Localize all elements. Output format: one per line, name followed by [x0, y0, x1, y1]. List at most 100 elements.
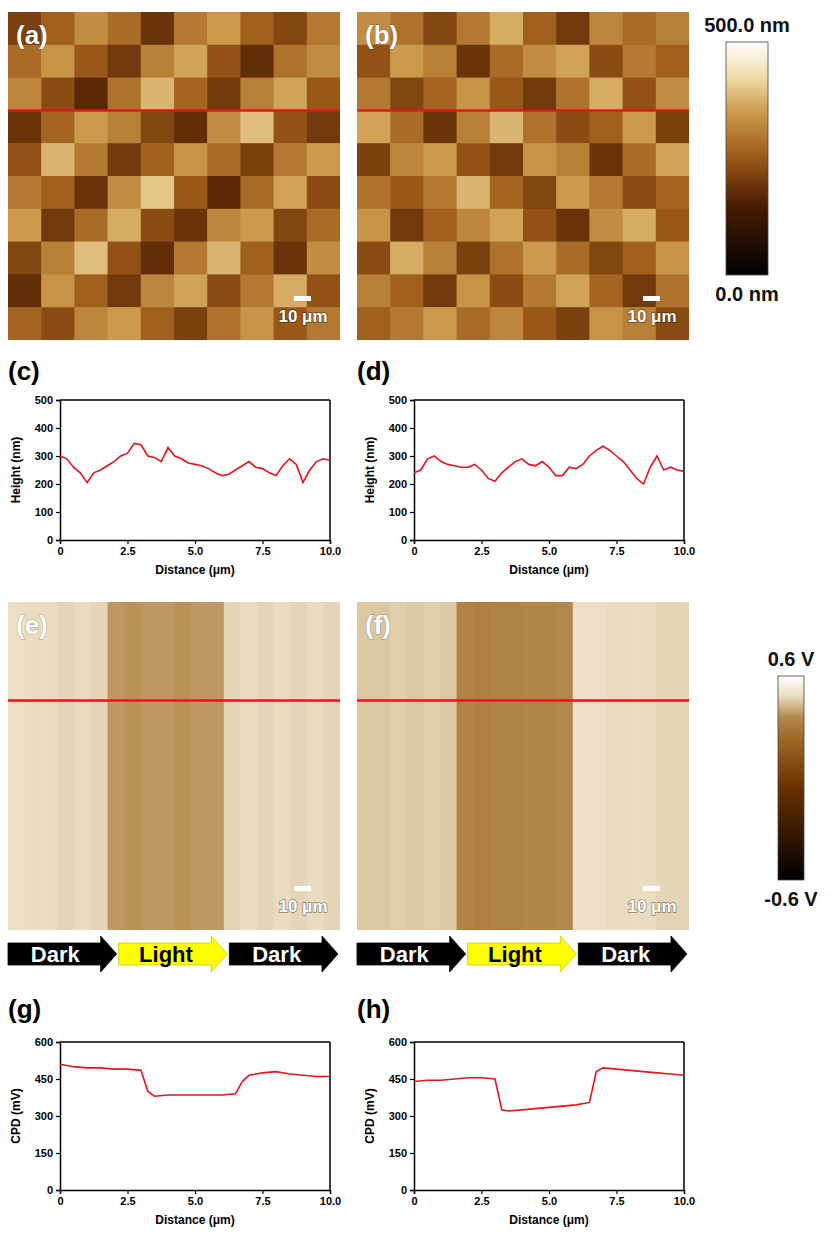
plot: 02.55.07.510.00100200300400500Distance (…	[363, 394, 695, 577]
tick-label: 300	[389, 450, 407, 462]
arrow	[119, 936, 228, 972]
cell	[639, 602, 656, 930]
cell	[41, 242, 75, 275]
arrow-label: Light	[488, 942, 542, 967]
tick-mark	[410, 1153, 414, 1154]
cell	[41, 274, 75, 307]
tick: 0	[47, 534, 60, 546]
tick: 500	[389, 394, 414, 406]
cell	[141, 45, 175, 78]
cell	[423, 242, 457, 275]
tick-label: 500	[35, 394, 53, 406]
cell	[207, 242, 241, 275]
x-axis-title: Distance (μm)	[155, 563, 234, 577]
cell	[490, 242, 524, 275]
cell	[457, 78, 491, 111]
cell	[274, 45, 308, 78]
panel-label: (d)	[357, 356, 390, 386]
tick-label: 150	[35, 1147, 53, 1159]
tick-label: 450	[35, 1073, 53, 1085]
cells	[357, 12, 689, 340]
tick-mark	[127, 540, 128, 544]
tick-label: 5.0	[188, 545, 203, 557]
tick-label: 2.5	[120, 545, 135, 557]
cell	[74, 45, 108, 78]
cell	[623, 274, 657, 307]
tick: 500	[35, 394, 60, 406]
image-panel: (f)10 μmDarkLightDark	[357, 602, 690, 972]
cell	[108, 110, 142, 143]
tick-mark	[195, 540, 196, 544]
x-axis: 02.55.07.510.0	[57, 1190, 341, 1207]
tick-mark	[56, 1042, 60, 1043]
cell	[457, 274, 491, 307]
cell	[240, 12, 274, 45]
line	[414, 1068, 684, 1111]
tick-label: 2.5	[474, 545, 489, 557]
cell	[174, 242, 208, 275]
frame	[60, 1041, 330, 1043]
axis-line	[410, 1043, 415, 1191]
tick-mark	[56, 1116, 60, 1117]
profile-line	[8, 699, 340, 702]
tick-label: 400	[389, 422, 407, 434]
tick-label: 10.0	[320, 1195, 341, 1207]
cell	[25, 602, 42, 930]
cell	[457, 45, 491, 78]
cell	[240, 209, 274, 242]
cell	[390, 110, 424, 143]
cell	[490, 78, 524, 111]
tick-label: 5.0	[542, 545, 557, 557]
cell	[240, 242, 274, 275]
cell	[390, 209, 424, 242]
cell	[423, 143, 457, 176]
cell	[41, 209, 75, 242]
scale-bar	[294, 886, 311, 891]
tick-mark	[481, 1190, 482, 1194]
tick-label: 10.0	[320, 545, 341, 557]
cell	[141, 242, 175, 275]
cell	[174, 307, 208, 340]
cell	[207, 209, 241, 242]
tick-label: 2.5	[120, 1195, 135, 1207]
tick-mark	[56, 540, 60, 541]
cell	[556, 12, 590, 45]
cell	[74, 12, 108, 45]
profile-line	[357, 699, 689, 702]
scale-bar	[643, 886, 660, 891]
cell	[523, 307, 557, 340]
axis-line	[56, 1043, 61, 1191]
cell	[207, 78, 241, 111]
tick: 7.5	[255, 1190, 270, 1207]
arrow	[229, 936, 338, 972]
cell	[108, 12, 142, 45]
cell	[174, 274, 208, 307]
cells	[8, 12, 340, 340]
cell	[257, 602, 274, 930]
cell	[357, 274, 391, 307]
tick: 0	[401, 534, 414, 546]
frame	[329, 1042, 331, 1190]
colorbar-ramp	[726, 42, 768, 275]
cell	[191, 602, 208, 930]
tick-mark	[195, 1190, 196, 1194]
axis-line	[415, 541, 685, 545]
tick-label: 500	[389, 394, 407, 406]
scale-bar-label: 10 μm	[278, 307, 327, 326]
cell	[523, 78, 557, 111]
cell	[157, 602, 174, 930]
cell	[307, 110, 340, 143]
cell	[74, 602, 91, 930]
cell	[240, 143, 274, 176]
plot: 02.55.07.510.00150300450600Distance (μm)…	[9, 1036, 341, 1227]
cell	[307, 143, 340, 176]
tick: 2.5	[474, 1190, 489, 1207]
cell	[174, 12, 208, 45]
cell	[274, 176, 308, 209]
tick-label: 0	[47, 534, 53, 546]
colorbar-tick-label: 0.6 V	[768, 648, 815, 670]
tick-mark	[262, 540, 263, 544]
tick-mark	[549, 1190, 550, 1194]
tick: 0	[57, 1190, 63, 1207]
cell	[623, 45, 657, 78]
